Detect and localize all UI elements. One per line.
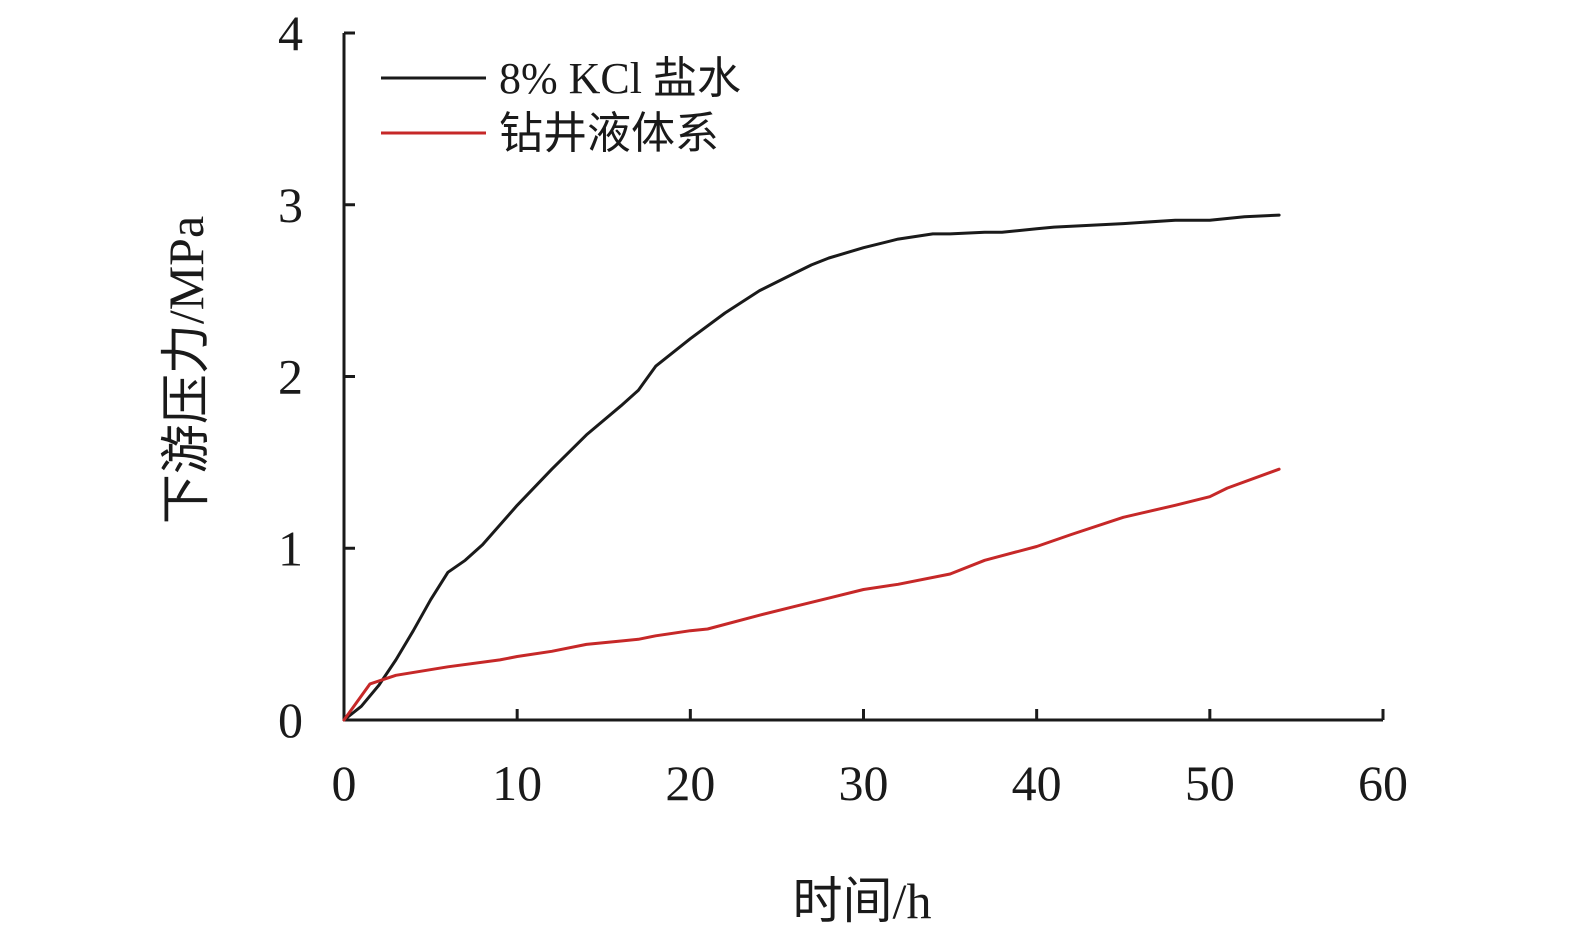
series-line-1	[342, 213, 1281, 722]
x-tick-label: 40	[1012, 755, 1062, 811]
x-tick-label: 0	[332, 755, 357, 811]
axes: 0 10 20 30 40 50 60 0 1 2 3 4	[278, 5, 1408, 811]
y-axis-title: 下游压力/MPa	[158, 216, 214, 524]
x-tick-label: 60	[1358, 755, 1408, 811]
legend-label-2: 钻井液体系	[499, 109, 719, 158]
y-tick-label: 0	[278, 692, 303, 748]
x-tick-label: 30	[839, 755, 889, 811]
x-axis-title: 时间/h	[793, 873, 932, 929]
x-tick-label: 20	[665, 755, 715, 811]
y-tick-label: 1	[278, 520, 303, 576]
y-tick-label: 2	[278, 349, 303, 405]
legend-label-1: 8% KCl 盐水	[499, 54, 741, 103]
series-layer	[342, 213, 1281, 722]
y-tick-label: 4	[278, 5, 303, 61]
x-tick-label: 50	[1185, 755, 1235, 811]
series-line-2	[342, 467, 1281, 722]
y-tick-label: 3	[278, 177, 303, 233]
x-tick-label: 10	[492, 755, 542, 811]
